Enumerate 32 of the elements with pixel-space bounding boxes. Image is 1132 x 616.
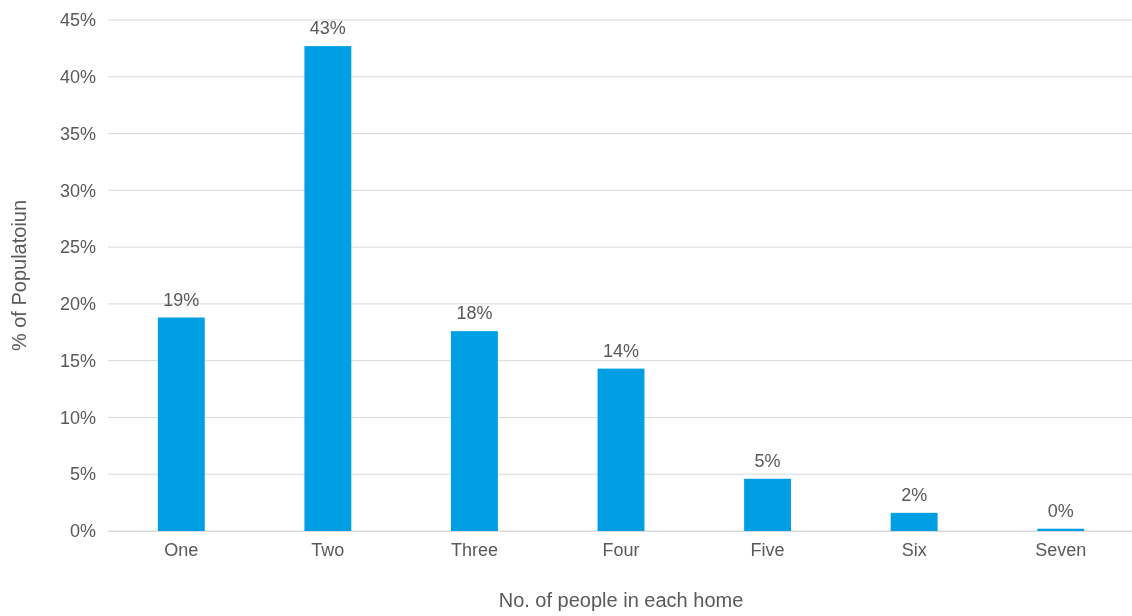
x-tick-label: Six xyxy=(901,539,927,560)
data-label: 5% xyxy=(754,450,781,471)
data-label: 14% xyxy=(602,340,640,361)
x-tick-label: Two xyxy=(311,539,345,560)
y-tick-label: 30% xyxy=(59,180,96,201)
bar xyxy=(744,478,792,531)
bar xyxy=(890,512,938,531)
data-label: 19% xyxy=(163,289,200,310)
data-label: 0% xyxy=(1047,500,1074,521)
y-tick-label: 25% xyxy=(59,237,96,258)
y-tick-label: 15% xyxy=(59,350,96,371)
y-tick-label: 35% xyxy=(59,123,96,144)
x-tick-label: One xyxy=(164,539,199,560)
x-tick-label: Five xyxy=(750,539,785,560)
y-tick-label: 20% xyxy=(59,294,96,315)
x-tick-label: Seven xyxy=(1035,539,1087,560)
bar xyxy=(597,368,645,531)
data-label: 2% xyxy=(901,484,928,505)
y-axis-title: % of Populatoiun xyxy=(8,199,30,352)
data-label: 18% xyxy=(456,303,493,324)
bar xyxy=(450,331,498,531)
y-tick-label: 0% xyxy=(69,521,96,542)
data-label: 43% xyxy=(309,18,346,39)
x-axis-title: No. of people in each home xyxy=(498,589,744,611)
y-tick-label: 10% xyxy=(59,407,96,428)
y-tick-label: 40% xyxy=(59,67,96,88)
x-tick-label: Four xyxy=(602,539,640,560)
x-tick-label: Three xyxy=(450,539,498,560)
bar xyxy=(157,317,205,531)
y-tick-label: 5% xyxy=(69,464,96,485)
bar xyxy=(304,46,352,531)
y-tick-label: 45% xyxy=(59,10,96,31)
